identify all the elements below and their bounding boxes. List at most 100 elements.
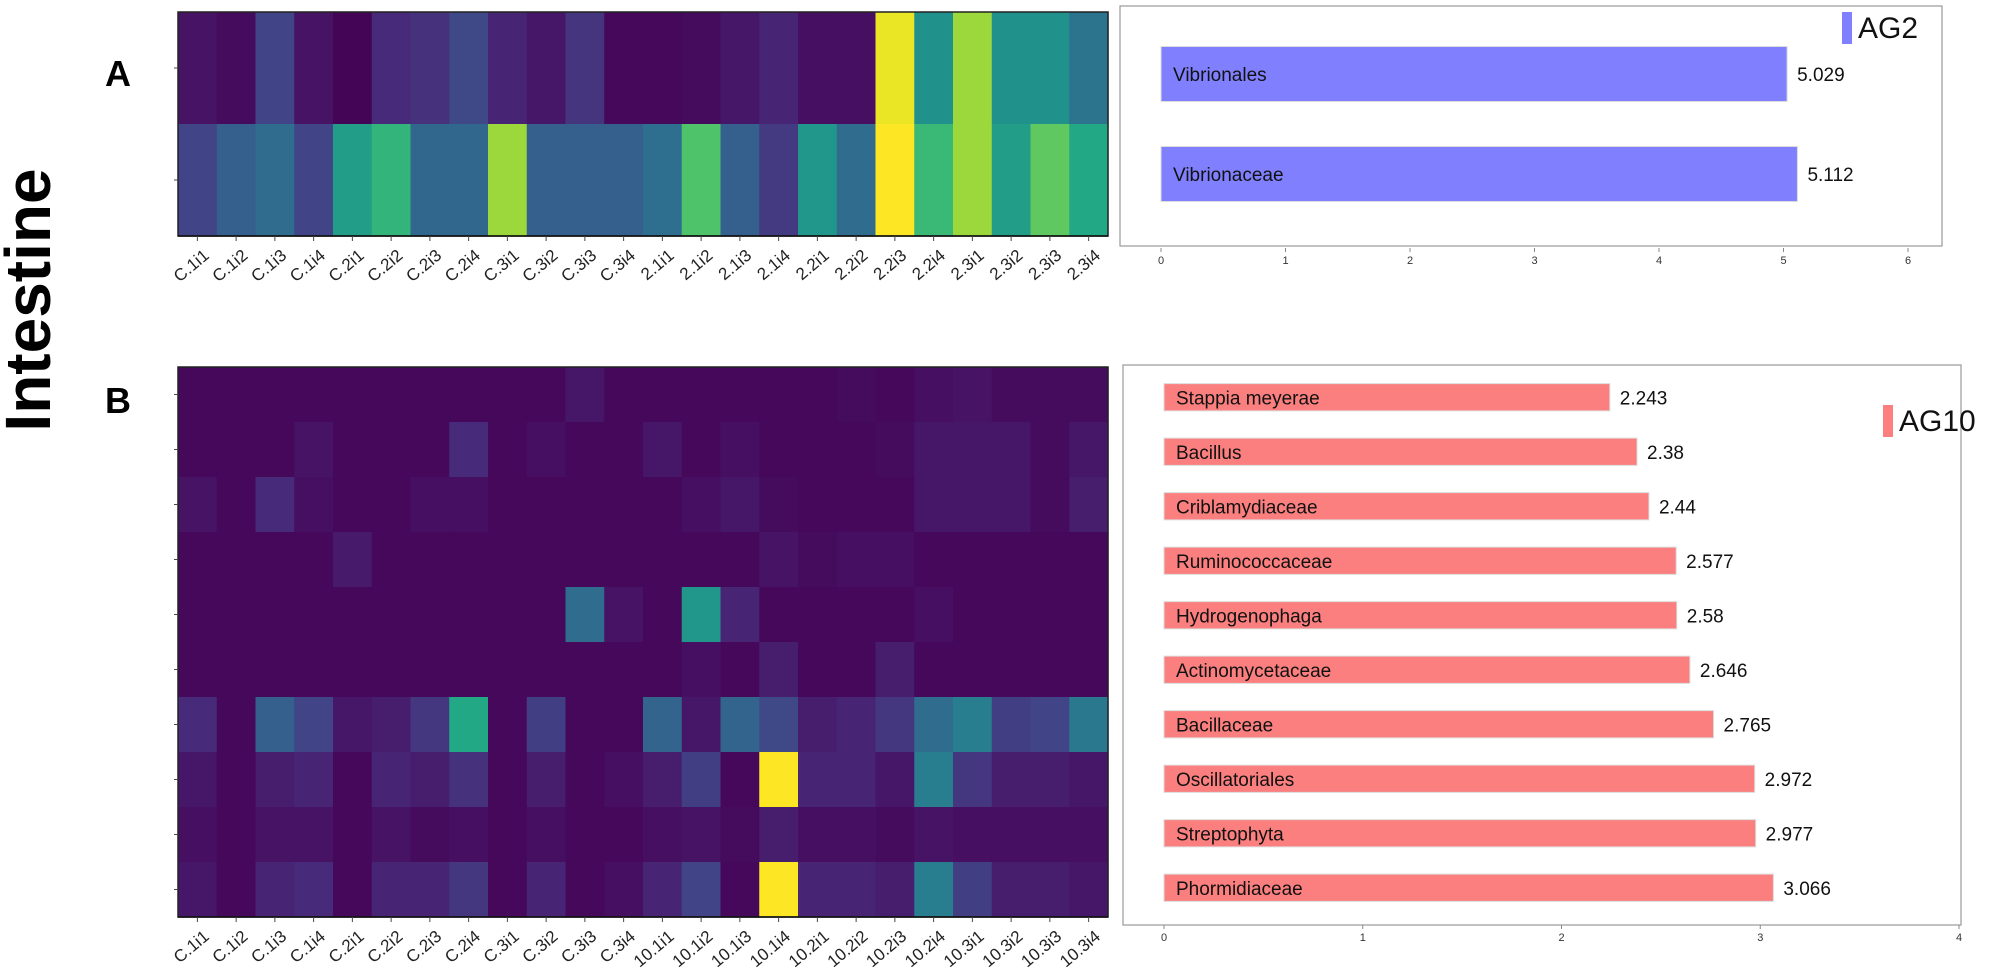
heatmap-b-cell <box>953 862 993 918</box>
heatmap-b-cell <box>914 752 954 808</box>
bar-chart-ag10-bar <box>1163 546 1677 575</box>
heatmap-a-col-label: C.1i2 <box>209 246 252 286</box>
heatmap-b-cell <box>255 642 295 698</box>
heatmap-b-cell <box>604 367 644 423</box>
heatmap-b-cell <box>410 367 450 423</box>
heatmap-b-cell <box>255 807 295 863</box>
heatmap-b-cell <box>836 862 877 918</box>
heatmap-b-cell <box>836 422 877 478</box>
heatmap-b-cell <box>914 477 954 533</box>
bar-chart-ag10-value-label: 2.765 <box>1724 715 1772 736</box>
heatmap-b-cell <box>449 422 489 478</box>
heatmap-b-cell <box>681 642 722 698</box>
bar-chart-ag10-value-label: 2.646 <box>1700 661 1748 682</box>
heatmap-b-cell <box>953 477 993 533</box>
heatmap-b-cell <box>371 422 412 478</box>
heatmap-b-cell <box>681 697 722 753</box>
heatmap-b-col-label: 10.1i4 <box>746 927 794 971</box>
heatmap-b-cell <box>875 532 915 588</box>
heatmap-b-cell <box>526 752 567 808</box>
heatmap-a-col-label: C.3i4 <box>596 246 639 286</box>
bar-chart-ag10-bar-label: Actinomycetaceae <box>1176 661 1331 682</box>
heatmap-b-cell <box>914 807 954 863</box>
heatmap-b-col-label: 10.2i1 <box>785 927 833 971</box>
heatmap-b-cell <box>526 367 567 423</box>
heatmap-b-cell <box>565 532 605 588</box>
heatmap-b-cell <box>1030 532 1070 588</box>
heatmap-b-cell <box>178 367 218 423</box>
heatmap-b-cell <box>643 532 683 588</box>
heatmap-a-cell <box>449 124 489 237</box>
heatmap-b-col-label: C.1i1 <box>170 927 213 967</box>
heatmap-a-col-label: C.2i3 <box>403 246 446 286</box>
heatmap-b-cell <box>836 642 877 698</box>
bar-chart-ag10-value-label: 2.58 <box>1687 606 1724 627</box>
heatmap-b-cell <box>681 367 722 423</box>
heatmap-b-cell <box>643 807 683 863</box>
heatmap-b-cell <box>991 422 1032 478</box>
heatmap-b-cell <box>216 752 257 808</box>
heatmap-a-col-label: C.3i1 <box>480 246 523 286</box>
heatmap-b-cell <box>410 862 450 918</box>
heatmap-b-cell <box>720 587 760 643</box>
heatmap-b-cell <box>1069 697 1109 753</box>
bar-chart-ag2-frame <box>1119 5 1943 247</box>
heatmap-b-cell <box>449 697 489 753</box>
heatmap-b-col-label: C.2i4 <box>441 927 484 967</box>
heatmap-b-cell <box>604 862 644 918</box>
heatmap-b-cell <box>565 697 605 753</box>
heatmap-b-col-label: 10.1i2 <box>669 927 717 971</box>
bar-chart-ag2-bar <box>1160 46 1788 102</box>
heatmap-b-cell <box>875 477 915 533</box>
heatmap-a-cell <box>565 124 605 237</box>
heatmap-b-cell <box>371 642 412 698</box>
heatmap-b-cell <box>526 642 567 698</box>
heatmap-b-cell <box>410 752 450 808</box>
bar-chart-ag2-legend-label: AG2 <box>1858 12 1918 45</box>
heatmap-b-cell <box>294 697 334 753</box>
heatmap-b-cell <box>798 642 838 698</box>
heatmap-b-cell <box>914 862 954 918</box>
heatmap-b-cell <box>333 697 373 753</box>
bar-chart-ag2-value-label: 5.112 <box>1807 165 1853 186</box>
heatmap-b-cell <box>604 807 644 863</box>
bar-chart-ag10-x-tick-label: 2 <box>1558 932 1564 944</box>
heatmap-b-cell <box>371 752 412 808</box>
heatmap-a: C.1i1C.1i2C.1i3C.1i4C.2i1C.2i2C.2i3C.2i4… <box>170 11 1109 286</box>
heatmap-b-cell <box>875 422 915 478</box>
heatmap-a-cell <box>255 12 295 125</box>
heatmap-b-cell <box>953 367 993 423</box>
heatmap-b-cell <box>333 862 373 918</box>
heatmap-a-cell <box>333 12 373 125</box>
heatmap-b-cell <box>681 587 722 643</box>
heatmap-a-cell <box>720 124 760 237</box>
heatmap-b-cell <box>449 367 489 423</box>
bar-chart-ag10-bar-label: Oscillatoriales <box>1176 770 1294 791</box>
heatmap-b-cell <box>294 532 334 588</box>
heatmap-b-cell <box>681 477 722 533</box>
heatmap-b-cell <box>991 807 1032 863</box>
heatmap-b-cell <box>643 587 683 643</box>
heatmap-b-cell <box>720 697 760 753</box>
heatmap-a-cell <box>178 124 218 237</box>
heatmap-b-cell <box>449 477 489 533</box>
heatmap-b-cell <box>216 367 257 423</box>
heatmap-b-col-label: C.2i2 <box>364 927 407 967</box>
heatmap-a-col-label: 2.2i4 <box>908 246 948 284</box>
heatmap-b-cell <box>178 862 218 918</box>
heatmap-b-cell <box>991 587 1032 643</box>
heatmap-b-cell <box>720 752 760 808</box>
heatmap-b-cell <box>371 532 412 588</box>
heatmap-b-cell <box>333 422 373 478</box>
heatmap-a-cell <box>643 12 683 125</box>
heatmap-a-col-label: C.1i1 <box>170 246 213 286</box>
heatmap-b-col-label: 10.2i3 <box>862 927 910 971</box>
heatmap-b-cell <box>681 422 722 478</box>
heatmap-b-cell <box>526 807 567 863</box>
heatmap-b-cell <box>449 532 489 588</box>
heatmap-a-cell <box>294 12 334 125</box>
heatmap-b-cell <box>798 697 838 753</box>
heatmap-b-col-label: 10.2i2 <box>824 927 872 971</box>
heatmap-b-cell <box>759 532 799 588</box>
bar-chart-ag10-value-label: 2.38 <box>1647 443 1684 464</box>
